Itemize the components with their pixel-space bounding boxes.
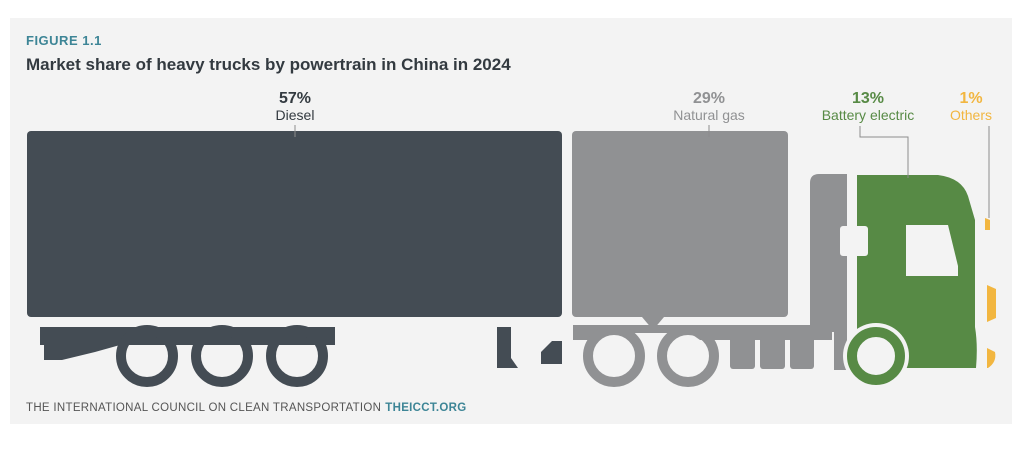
label-natural-gas-name: Natural gas xyxy=(673,107,745,123)
chart-title: Market share of heavy trucks by powertra… xyxy=(26,55,511,74)
leader-lines xyxy=(294,125,990,218)
segment-others xyxy=(985,218,996,368)
label-diesel-name: Diesel xyxy=(276,107,315,123)
bev-front-wheel xyxy=(847,327,905,385)
segment-natural-gas xyxy=(572,131,847,387)
label-diesel-value: 57% xyxy=(279,90,311,107)
leader-battery-electric xyxy=(859,126,909,178)
gas-fifth-wheel xyxy=(642,317,664,330)
gas-trailer-body xyxy=(572,131,788,317)
footer-org: THE INTERNATIONAL COUNCIL ON CLEAN TRANS… xyxy=(26,402,382,414)
bev-mirror xyxy=(840,226,868,256)
label-battery-electric-name: Battery electric xyxy=(822,107,915,123)
diesel-trailer-body xyxy=(27,131,562,317)
diesel-kingpin xyxy=(541,341,562,364)
label-others-value: 1% xyxy=(959,90,982,107)
gas-cab-rear xyxy=(810,174,847,370)
footer-url[interactable]: THEICCT.ORG xyxy=(385,402,467,414)
label-others-name: Others xyxy=(950,107,992,123)
segment-diesel xyxy=(27,131,562,387)
gas-wheel-2 xyxy=(657,325,719,387)
others-bumper xyxy=(987,285,996,322)
gas-tank-1 xyxy=(730,337,755,369)
others-front-trim-top xyxy=(985,218,990,230)
gas-tank-3 xyxy=(790,337,814,369)
label-natural-gas-value: 29% xyxy=(693,90,725,107)
others-step xyxy=(987,348,996,368)
bev-window xyxy=(906,225,958,276)
diesel-wheel-2 xyxy=(191,325,253,387)
diesel-trailer-chassis xyxy=(40,327,335,360)
segment-labels: 57% Diesel 29% Natural gas 13% Battery e… xyxy=(276,90,992,123)
footer: THE INTERNATIONAL COUNCIL ON CLEAN TRANS… xyxy=(26,402,467,414)
diesel-landing-leg xyxy=(497,327,518,368)
gas-wheel-1 xyxy=(583,325,645,387)
figure-label: FIGURE 1.1 xyxy=(26,33,102,48)
label-battery-electric-value: 13% xyxy=(852,90,884,107)
gas-tank-2 xyxy=(760,337,785,369)
segment-battery-electric xyxy=(840,175,977,389)
diesel-wheel-1 xyxy=(116,325,178,387)
diesel-wheel-3 xyxy=(266,325,328,387)
